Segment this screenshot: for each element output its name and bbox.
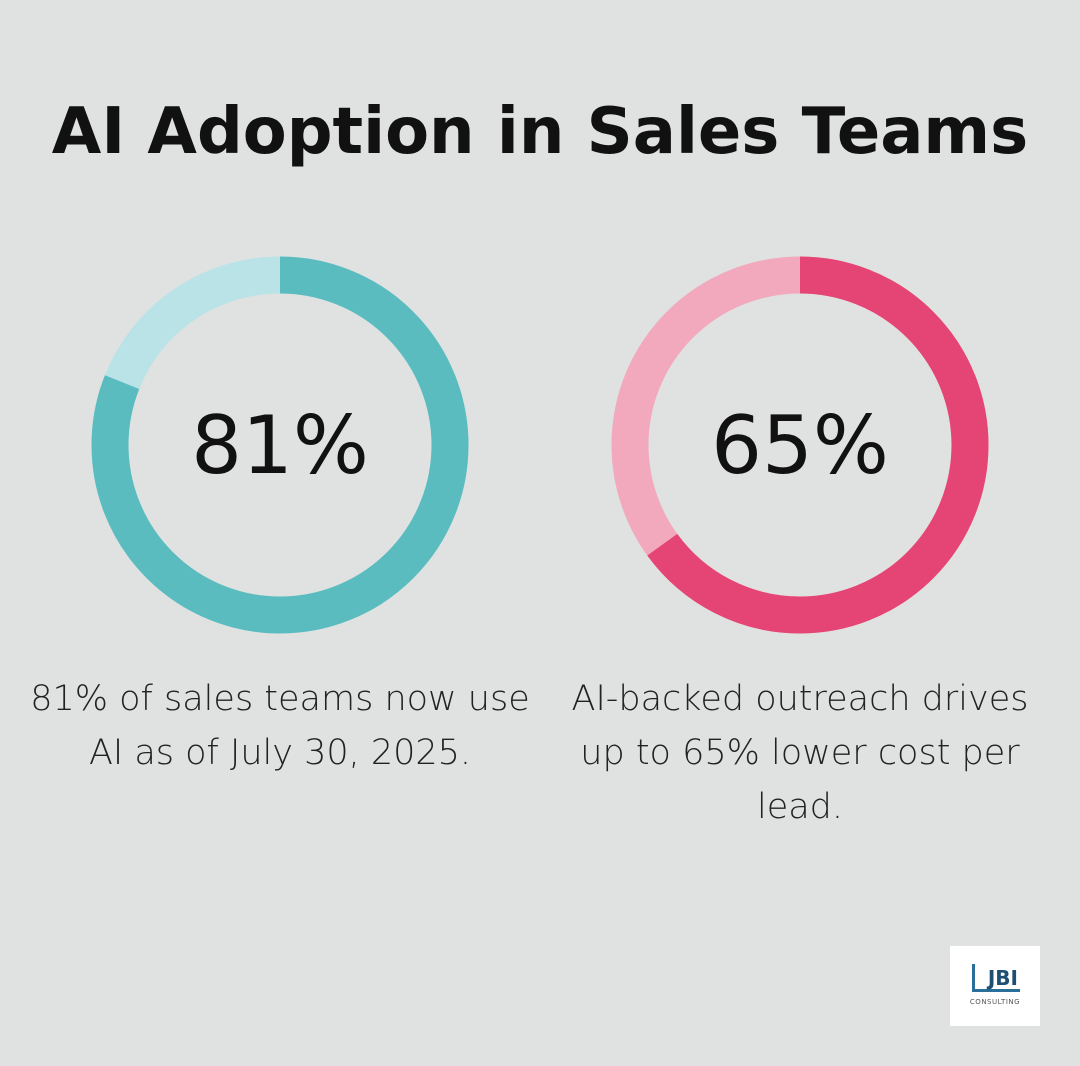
- donut-value-label: 65%: [711, 399, 889, 492]
- logo: JBI CONSULTING: [950, 946, 1040, 1026]
- donut-value-label: 81%: [191, 399, 369, 492]
- caption: AI-backed outreach drives up to 65% lowe…: [571, 679, 1029, 827]
- donut-arc: [611, 256, 989, 634]
- caption: 81% of sales teams now use AI as of July…: [30, 679, 530, 773]
- title: AI Adoption in Sales Teams: [51, 95, 1029, 169]
- logo-tagline: CONSULTING: [969, 998, 1021, 1006]
- logo-name: JBI: [972, 964, 1020, 992]
- donut-arc: [91, 256, 469, 634]
